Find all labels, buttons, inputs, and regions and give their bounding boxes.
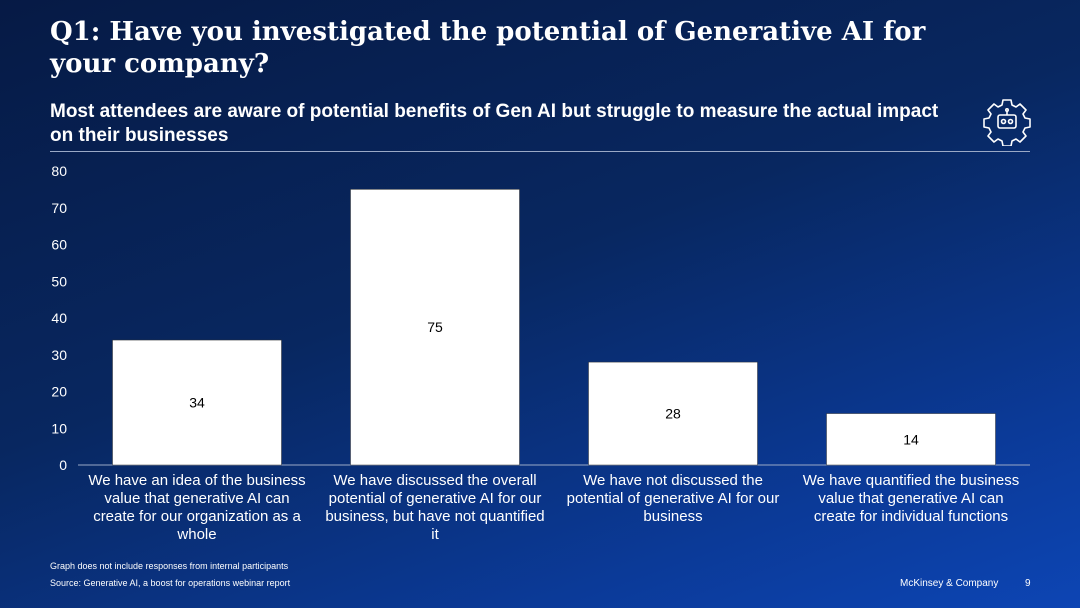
page-subtitle: Most attendees are aware of potential be… [50, 101, 939, 146]
y-tick-label: 20 [51, 384, 67, 400]
robot-gear-icon [983, 99, 1031, 146]
data-label: 14 [903, 431, 919, 447]
y-tick-label: 80 [51, 163, 67, 179]
bar [588, 361, 758, 466]
y-tick-label: 40 [51, 310, 67, 326]
y-tick-label: 0 [59, 457, 67, 473]
y-tick-label: 50 [51, 273, 67, 289]
bar [112, 339, 282, 466]
source-note: Source: Generative AI, a boost for opera… [50, 578, 291, 588]
x-tick-label: We have quantified the business value th… [802, 472, 1020, 525]
brand-name: McKinsey & Company [900, 578, 999, 589]
data-label: 75 [427, 319, 443, 335]
x-tick-label: We have not discussed the potential of g… [566, 472, 780, 525]
page-number: 9 [1025, 578, 1031, 589]
footnote: Graph does not include responses from in… [50, 561, 289, 571]
y-tick-label: 10 [51, 420, 67, 436]
bar [350, 189, 520, 466]
y-tick-label: 60 [51, 237, 67, 253]
data-label: 34 [189, 395, 205, 411]
bar [826, 413, 996, 466]
y-tick-label: 70 [51, 200, 67, 216]
data-label: 28 [665, 406, 681, 422]
x-tick-label: We have an idea of the business value th… [88, 472, 306, 543]
page-title: Q1: Have you investigated the potential … [50, 17, 926, 79]
header-divider [50, 151, 1030, 152]
x-tick-label: We have discussed the overall potential … [325, 472, 545, 543]
y-tick-label: 30 [51, 347, 67, 363]
